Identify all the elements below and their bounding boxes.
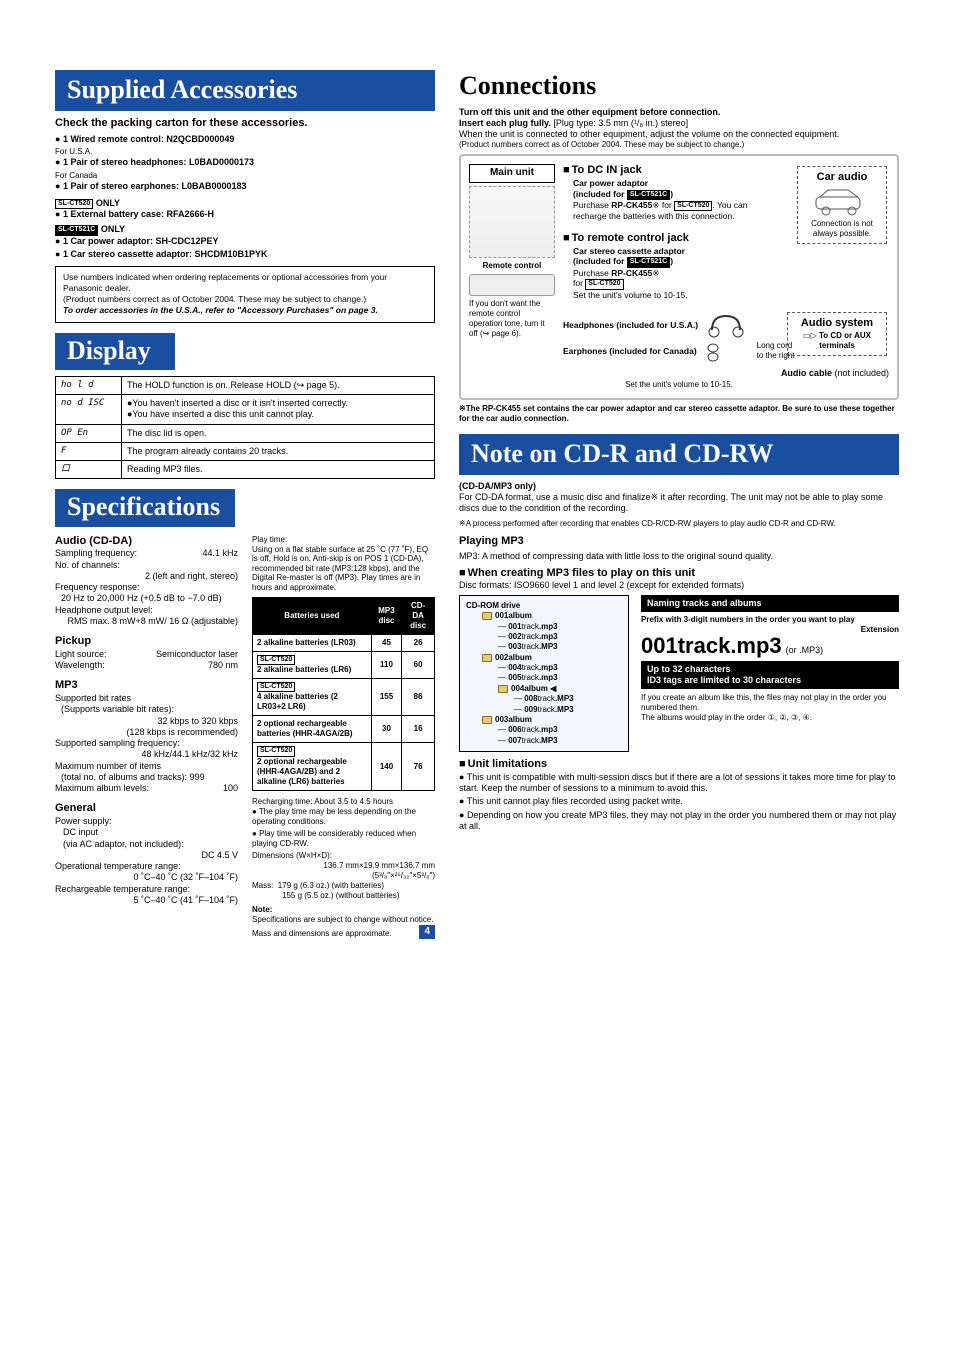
track-entry: — 001track.mp3 (498, 622, 622, 632)
spec-col-left: Audio (CD-DA) Sampling frequency:44.1 kH… (55, 535, 238, 940)
note-title: Note: (252, 905, 435, 915)
acc-common: 1 Wired remote control: N2QCBD000049 (55, 134, 435, 145)
conn-top1: Turn off this unit and the other equipme… (459, 107, 899, 118)
battery-label: 2 optional rechargeable batteries (HHR-4… (253, 716, 372, 743)
supplied-body: Check the packing carton for these acces… (55, 117, 435, 322)
display-code: no d ISC (56, 395, 122, 425)
display-code: 口 (56, 461, 122, 479)
acc-usa: 1 Pair of stereo headphones: L0BAD000017… (55, 157, 435, 168)
earphones-label: Earphones (included for Canada) (563, 346, 697, 357)
battery-label: SL-CT5202 optional rechargeable (HHR-4AG… (253, 743, 372, 790)
conn-top2: Insert each plug fully. [Plug type: 3.5 … (459, 118, 899, 129)
battery-label: SL-CT5202 alkaline batteries (LR6) (253, 651, 372, 678)
earphones-icon (705, 340, 749, 362)
track-entry: — 005track.mp3 (498, 673, 622, 683)
playing-mp3-desc: MP3: A method of compressing data with l… (459, 551, 899, 562)
conn-top4: (Product numbers correct as of October 2… (459, 140, 899, 150)
display-desc: The HOLD function is on. Release HOLD (↪… (122, 376, 435, 394)
cdrom-tree: CD-ROM drive 001album — 001track.mp3— 00… (459, 595, 629, 752)
spec-header: Specifications (55, 489, 235, 526)
upto32-box: Up to 32 characters ID3 tags are limited… (641, 661, 899, 690)
disc-formats: Disc formats: ISO9660 level 1 and level … (459, 580, 899, 591)
pickup-title: Pickup (55, 635, 238, 649)
car-icon (812, 187, 872, 217)
supplied-title: Supplied Accessories (67, 76, 423, 103)
track-entry: — 004track.mp3 (498, 663, 622, 673)
unit-limitations-list: This unit is compatible with multi-sessi… (459, 772, 899, 832)
nested-note: If you create an album like this, the fi… (641, 693, 899, 713)
track-entry: — 003track.MP3 (498, 642, 622, 652)
when-creating: When creating MP3 files to play on this … (459, 567, 899, 581)
order-box: Use numbers indicated when ordering repl… (55, 266, 435, 322)
playing-mp3-title: Playing MP3 (459, 535, 899, 549)
display-header: Display (55, 333, 175, 370)
play-bullets: The play time may be less depending on t… (252, 807, 435, 849)
track-entry: — 009track.MP3 (514, 705, 622, 715)
remote-note: If you don't want the remote control ope… (469, 299, 555, 339)
acc-canada: 1 Pair of stereo earphones: L0BAB0000183 (55, 181, 435, 192)
display-desc: ●You haven't inserted a disc or it isn't… (122, 395, 435, 425)
naming-side: Naming tracks and albums Prefix with 3-d… (641, 595, 899, 752)
display-code: OP En (56, 424, 122, 442)
set-vol2: Set the unit's volume to 10-15. (469, 380, 889, 390)
headphones-icon (706, 310, 746, 340)
display-code: F (56, 442, 122, 460)
cdr-p2: ※A process performed after recording tha… (459, 519, 899, 529)
naming-sub: Prefix with 3-digit numbers in the order… (641, 615, 899, 625)
remote-control-label: Remote control (469, 261, 555, 271)
cdr-header: Note on CD-R and CD-RW (459, 434, 899, 475)
nested-note2: The albums would play in the order ①, ②,… (641, 713, 899, 723)
for-canada: For Canada (55, 171, 435, 181)
tag-520: SL-CT520 (55, 199, 93, 209)
track-entry: — 006track.mp3 (498, 725, 622, 735)
battery-table: Batteries used MP3 disc CD-DA disc 2 alk… (252, 597, 435, 791)
page-number: 4 (419, 925, 435, 940)
general-title: General (55, 802, 238, 816)
folder-icon (482, 612, 492, 620)
conn-top3: When the unit is connected to other equi… (459, 129, 899, 140)
display-title: Display (67, 337, 163, 364)
cdr-p1: For CD-DA format, use a music disc and f… (459, 492, 899, 515)
car-audio-box: Car audio Connection is not always possi… (797, 166, 887, 244)
unit-drawing (469, 186, 555, 258)
battery-label: 2 alkaline batteries (LR03) (253, 634, 372, 651)
spec-title: Specifications (67, 493, 223, 520)
only-520: SL-CT520 ONLY (55, 198, 435, 209)
display-desc: Reading MP3 files. (122, 461, 435, 479)
tag-521: SL-CT521C (55, 225, 98, 235)
track-entry: — 002track.mp3 (498, 632, 622, 642)
spec-col-right: Play time: Using on a flat stable surfac… (252, 535, 435, 940)
only-521: SL-CT521C ONLY (55, 224, 435, 235)
connections-diagram: Car audio Connection is not always possi… (459, 154, 899, 399)
unit-limitations-title: Unit limitations (459, 758, 899, 772)
remote-drawing (469, 274, 555, 296)
headphones-label: Headphones (included for U.S.A.) (563, 320, 698, 331)
playtime-title: Play time: (252, 535, 435, 545)
recharge-line: Recharging time: About 3.5 to 4.5 hours (252, 797, 435, 807)
audio-title: Audio (CD-DA) (55, 535, 238, 549)
battery-label: SL-CT5204 alkaline batteries (2 LR03+2 L… (253, 678, 372, 715)
cdr-title: Note on CD-R and CD-RW (471, 440, 887, 467)
cdrom-diagram: CD-ROM drive 001album — 001track.mp3— 00… (459, 595, 899, 752)
conn-footnote: ※The RP-CK455 set contains the car power… (459, 404, 899, 424)
check-line: Check the packing carton for these acces… (55, 117, 435, 131)
track-entry: — 008track.MP3 (514, 694, 622, 704)
display-desc: The program already contains 20 tracks. (122, 442, 435, 460)
audio-system-box: Audio system ▭▷ To CD or AUX terminals (787, 312, 887, 356)
example-filename: 001track.mp3(or .MP3) (641, 635, 899, 657)
display-table: ho l dThe HOLD function is on. Release H… (55, 376, 435, 480)
supplied-accessories-header: Supplied Accessories (55, 70, 435, 111)
naming-title: Naming tracks and albums (641, 595, 899, 612)
connections-title: Connections (459, 70, 899, 103)
display-code: ho l d (56, 376, 122, 394)
track-entry: — 007track.MP3 (498, 736, 622, 746)
cdr-subtitle: (CD-DA/MP3 only) (459, 481, 899, 492)
main-unit-label: Main unit (469, 164, 555, 183)
for-usa: For U.S.A. (55, 147, 435, 157)
mp3-title: MP3 (55, 679, 238, 693)
display-desc: The disc lid is open. (122, 424, 435, 442)
